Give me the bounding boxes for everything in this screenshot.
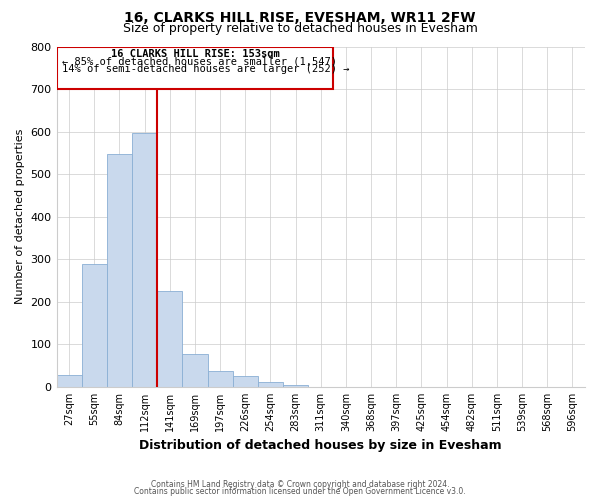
Bar	[82, 264, 107, 387]
Bar	[258, 382, 283, 387]
Text: 16 CLARKS HILL RISE: 153sqm: 16 CLARKS HILL RISE: 153sqm	[110, 50, 280, 59]
Bar	[283, 385, 308, 387]
Text: 14% of semi-detached houses are larger (252) →: 14% of semi-detached houses are larger (…	[62, 64, 349, 74]
Text: Size of property relative to detached houses in Evesham: Size of property relative to detached ho…	[122, 22, 478, 35]
Y-axis label: Number of detached properties: Number of detached properties	[15, 129, 25, 304]
Text: Contains HM Land Registry data © Crown copyright and database right 2024.: Contains HM Land Registry data © Crown c…	[151, 480, 449, 489]
Bar	[132, 133, 157, 387]
Bar	[157, 291, 182, 387]
Bar	[208, 371, 233, 387]
Text: Contains public sector information licensed under the Open Government Licence v3: Contains public sector information licen…	[134, 487, 466, 496]
Bar	[56, 46, 334, 89]
Bar	[233, 376, 258, 387]
X-axis label: Distribution of detached houses by size in Evesham: Distribution of detached houses by size …	[139, 440, 502, 452]
Text: 16, CLARKS HILL RISE, EVESHAM, WR11 2FW: 16, CLARKS HILL RISE, EVESHAM, WR11 2FW	[124, 11, 476, 25]
Bar	[182, 354, 208, 387]
Bar	[56, 376, 82, 387]
Text: ← 85% of detached houses are smaller (1,547): ← 85% of detached houses are smaller (1,…	[62, 56, 337, 66]
Bar	[107, 154, 132, 387]
